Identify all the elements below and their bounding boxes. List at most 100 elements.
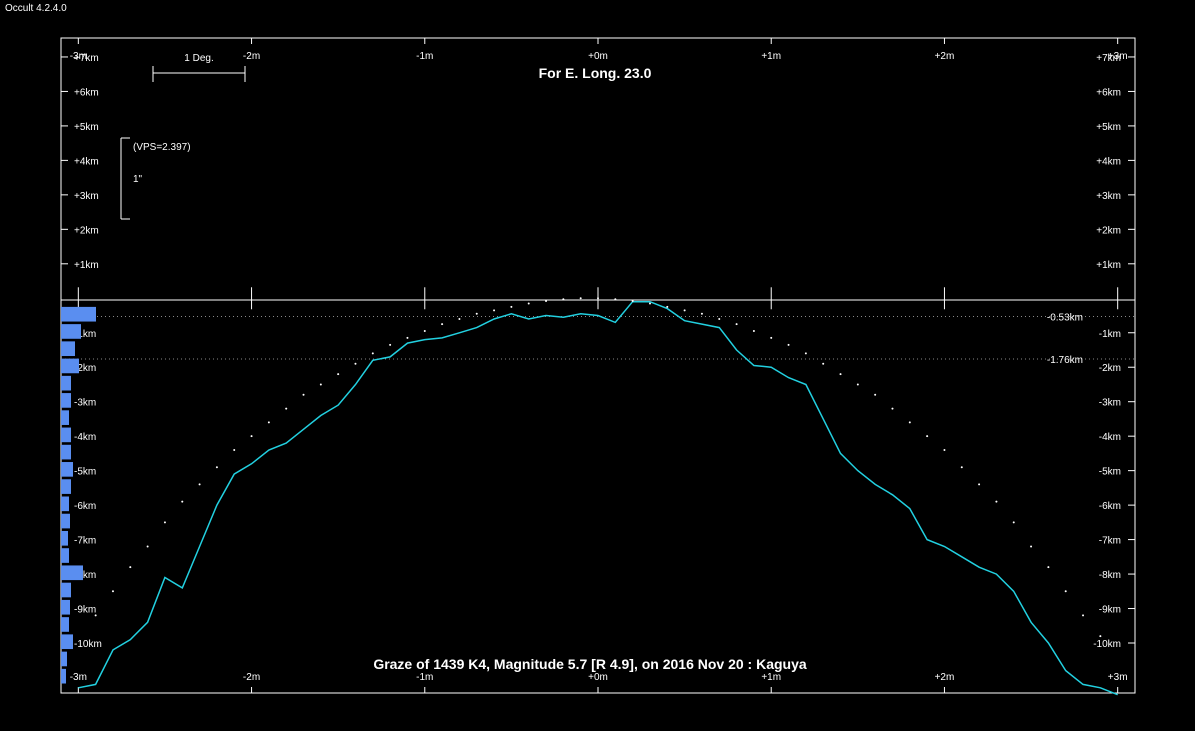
app-title: Occult 4.2.4.0 [5, 3, 67, 14]
mean-limb-point [891, 407, 894, 410]
y-tick-label-left: +1km [74, 260, 99, 271]
x-tick-label-bottom: -1m [416, 672, 433, 683]
mean-limb-point [458, 317, 461, 320]
x-axis-bottom: -3m -2m -1m +0m +1m +2m +3m [70, 672, 1128, 693]
mean-limb-point [302, 393, 305, 396]
mean-limb-point [874, 393, 877, 396]
histogram-bar [61, 530, 68, 546]
reference-lines: -0.53km -1.76km [61, 313, 1135, 366]
mean-limb-point [250, 435, 253, 438]
x-tick-label-bottom: +3m [1108, 672, 1128, 683]
y-tick-label-right: +6km [1096, 87, 1121, 98]
chart-caption: Graze of 1439 K4, Magnitude 5.7 [R 4.9],… [373, 656, 807, 672]
y-tick-label-right: -7km [1099, 536, 1121, 547]
histogram-bar [61, 582, 71, 598]
y-tick-label-left: -1km [74, 329, 96, 340]
mean-limb-point [597, 297, 599, 300]
vps-label: (VPS=2.397) [133, 142, 191, 153]
y-tick-label-right: -5km [1099, 467, 1121, 478]
mean-limb-point [527, 302, 530, 305]
mean-limb-point [960, 466, 963, 469]
x-tick-label-top: +1m [761, 51, 781, 62]
histogram-bar [61, 410, 69, 425]
x-tick-label-top: -1m [416, 51, 433, 62]
mean-limb-point [1064, 590, 1067, 593]
mean-limb-point [181, 500, 184, 503]
y-tick-label-left: +2km [74, 225, 99, 236]
mean-limb-point [545, 300, 548, 303]
y-tick-label-right: +7km [1096, 53, 1121, 64]
y-tick-label-left: -10km [74, 639, 102, 650]
x-tick-label-top: +0m [588, 51, 608, 62]
mean-limb-point [1082, 614, 1085, 617]
x-tick-label-bottom: +2m [935, 672, 955, 683]
y-axis: +7km +7km +6km +6km +5km +5km +4km +4km +3km +3km… [61, 53, 1135, 650]
mean-limb-point [389, 343, 392, 346]
series-layer [78, 297, 1118, 696]
y-tick-label-right: -4km [1099, 432, 1121, 443]
mean-limb-point [631, 300, 634, 303]
mean-limb-point [804, 352, 807, 355]
x-tick-label-bottom: +0m [588, 672, 608, 683]
chart-title: For E. Long. 23.0 [539, 65, 652, 81]
mean-limb-point [354, 362, 357, 365]
histogram-bar [61, 324, 81, 339]
plot-frame [60, 37, 1136, 694]
mean-limb-point [493, 309, 496, 312]
mean-limb-point [111, 590, 114, 593]
mean-limb-point [718, 317, 721, 320]
histogram-bar [61, 341, 75, 357]
histogram-bar [61, 375, 71, 391]
mean-limb-point [406, 336, 409, 339]
x-tick-label-bottom: +1m [761, 672, 781, 683]
histogram-bar [61, 668, 66, 684]
mean-limb-point [146, 545, 149, 548]
histogram-bar [61, 634, 73, 650]
mean-limb-point [510, 305, 513, 308]
histogram-bar [61, 358, 79, 374]
histogram-bar [61, 496, 69, 512]
y-tick-label-right: -6km [1099, 501, 1121, 512]
mean-limb-point [770, 336, 773, 339]
mean-limb-point [787, 343, 790, 346]
mean-limb-point [233, 448, 236, 451]
mean-limb-point [423, 330, 426, 333]
y-tick-label-left: +7km [74, 53, 99, 64]
mean-limb-point [319, 383, 322, 386]
mean-limb-point [908, 421, 911, 424]
mean-limb-point [562, 298, 565, 301]
y-tick-label-left: -5km [74, 467, 96, 478]
histogram-bar [61, 548, 69, 563]
mean-limb-point [926, 435, 929, 438]
mean-limb-point [856, 383, 859, 386]
y-tick-label-left: -7km [74, 536, 96, 547]
y-tick-label-right: -2km [1099, 363, 1121, 374]
mean-limb-point [1047, 566, 1050, 569]
mean-limb-point [752, 330, 755, 333]
histogram-bar [61, 444, 71, 460]
histogram-bar [61, 617, 69, 632]
mean-limb-point [995, 500, 998, 503]
histogram-bar [61, 599, 70, 615]
mean-limb-point [614, 298, 617, 301]
mean-limb-point [475, 312, 478, 315]
y-tick-label-right: -1km [1099, 329, 1121, 340]
reference-line-label: -1.76km [1047, 355, 1083, 366]
x-tick-label-bottom: -3m [70, 672, 87, 683]
x-tick-label-bottom: -2m [243, 672, 260, 683]
y-tick-label-left: -8km [74, 570, 96, 581]
histogram [61, 306, 96, 684]
histogram-bar [61, 479, 71, 494]
mean-limb-point [441, 323, 444, 326]
y-tick-label-left: -2km [74, 363, 96, 374]
mean-limb-point [198, 483, 201, 486]
y-tick-label-right: -9km [1099, 605, 1121, 616]
mean-limb-point [1030, 545, 1033, 548]
mean-limb-point [735, 323, 738, 326]
histogram-bar [61, 565, 83, 581]
y-tick-label-left: -4km [74, 432, 96, 443]
mean-limb-point [1012, 521, 1015, 524]
y-tick-label-right: +3km [1096, 191, 1121, 202]
x-axis-top: -3m -2m -1m +0m +1m +2m +3m [70, 38, 1128, 62]
